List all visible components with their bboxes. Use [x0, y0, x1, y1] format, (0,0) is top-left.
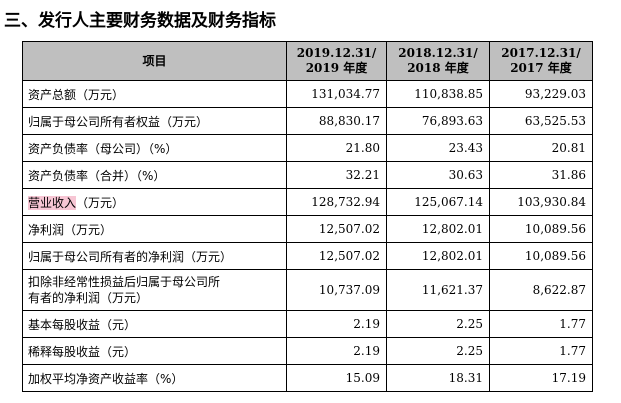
value-2019: 21.80: [286, 134, 387, 162]
value-2018: 2.25: [386, 337, 490, 365]
value-2019: 2.19: [286, 310, 387, 338]
row-label: 稀释每股收益（元）: [22, 337, 287, 365]
row-label: 资产负债率（母公司）（%）: [22, 134, 287, 162]
value-2018: 125,067.14: [386, 188, 490, 216]
row-label: 归属于母公司所有者的净利润（万元）: [22, 242, 287, 270]
value-2019: 32.21: [286, 161, 387, 189]
value-2018: 23.43: [386, 134, 490, 162]
table-row: 资产总额（万元） 131,034.77 110,838.85 93,229.03: [22, 80, 593, 108]
table-row: 资产负债率（合并）（%） 32.21 30.63 31.86: [22, 161, 593, 189]
table-row: 资产负债率（母公司）（%） 21.80 23.43 20.81: [22, 134, 593, 162]
value-2017: 1.77: [489, 310, 593, 338]
period-header-2019: 2019.12.31/ 2019 年度: [286, 41, 387, 81]
value-2018: 30.63: [386, 161, 490, 189]
value-2018: 18.31: [386, 364, 490, 392]
header-row: 项目 2019.12.31/ 2019 年度 2018.12.31/ 2018 …: [22, 41, 593, 81]
financial-table: 项目 2019.12.31/ 2019 年度 2018.12.31/ 2018 …: [22, 41, 593, 392]
table-row: 基本每股收益（元） 2.19 2.25 1.77: [22, 310, 593, 338]
value-2019: 88,830.17: [286, 107, 387, 135]
value-2019: 12,507.02: [286, 215, 387, 243]
value-2017: 31.86: [489, 161, 593, 189]
value-2017: 103,930.84: [489, 188, 593, 216]
value-2019: 2.19: [286, 337, 387, 365]
section-heading: 三、发行人主要财务数据及财务指标: [4, 11, 276, 31]
row-label: 资产负债率（合并）（%）: [22, 161, 287, 189]
row-label: 营业收入（万元）: [22, 188, 287, 216]
value-2018: 2.25: [386, 310, 490, 338]
value-2017: 8,622.87: [489, 269, 593, 311]
table-row: 稀释每股收益（元） 2.19 2.25 1.77: [22, 337, 593, 365]
value-2018: 110,838.85: [386, 80, 490, 108]
label-suffix: （万元）: [76, 195, 125, 210]
value-2017: 63,525.53: [489, 107, 593, 135]
table-row: 扣除非经常性损益后归属于母公司所 有者的净利润（万元） 10,737.09 11…: [22, 269, 593, 311]
table-row: 加权平均净资产收益率（%） 15.09 18.31 17.19: [22, 364, 593, 392]
value-2019: 128,732.94: [286, 188, 387, 216]
value-2018: 12,802.01: [386, 215, 490, 243]
value-2017: 1.77: [489, 337, 593, 365]
row-label: 基本每股收益（元）: [22, 310, 287, 338]
value-2018: 12,802.01: [386, 242, 490, 270]
row-label: 扣除非经常性损益后归属于母公司所 有者的净利润（万元）: [22, 269, 287, 311]
highlighted-label: 营业收入: [28, 195, 77, 210]
value-2017: 10,089.56: [489, 242, 593, 270]
row-label: 资产总额（万元）: [22, 80, 287, 108]
value-2017: 17.19: [489, 364, 593, 392]
value-2019: 10,737.09: [286, 269, 387, 311]
table-row: 归属于母公司所有者的净利润（万元） 12,507.02 12,802.01 10…: [22, 242, 593, 270]
value-2018: 11,621.37: [386, 269, 490, 311]
value-2019: 12,507.02: [286, 242, 387, 270]
row-label: 归属于母公司所有者权益（万元）: [22, 107, 287, 135]
period-header-2017: 2017.12.31/ 2017 年度: [489, 41, 593, 81]
value-2017: 20.81: [489, 134, 593, 162]
value-2017: 93,229.03: [489, 80, 593, 108]
value-2017: 10,089.56: [489, 215, 593, 243]
row-label: 净利润（万元）: [22, 215, 287, 243]
table-row: 营业收入（万元） 128,732.94 125,067.14 103,930.8…: [22, 188, 593, 216]
value-2019: 131,034.77: [286, 80, 387, 108]
item-header: 项目: [22, 41, 287, 81]
value-2018: 76,893.63: [386, 107, 490, 135]
value-2019: 15.09: [286, 364, 387, 392]
table-row: 归属于母公司所有者权益（万元） 88,830.17 76,893.63 63,5…: [22, 107, 593, 135]
table-row: 净利润（万元） 12,507.02 12,802.01 10,089.56: [22, 215, 593, 243]
row-label: 加权平均净资产收益率（%）: [22, 364, 287, 392]
period-header-2018: 2018.12.31/ 2018 年度: [386, 41, 490, 81]
